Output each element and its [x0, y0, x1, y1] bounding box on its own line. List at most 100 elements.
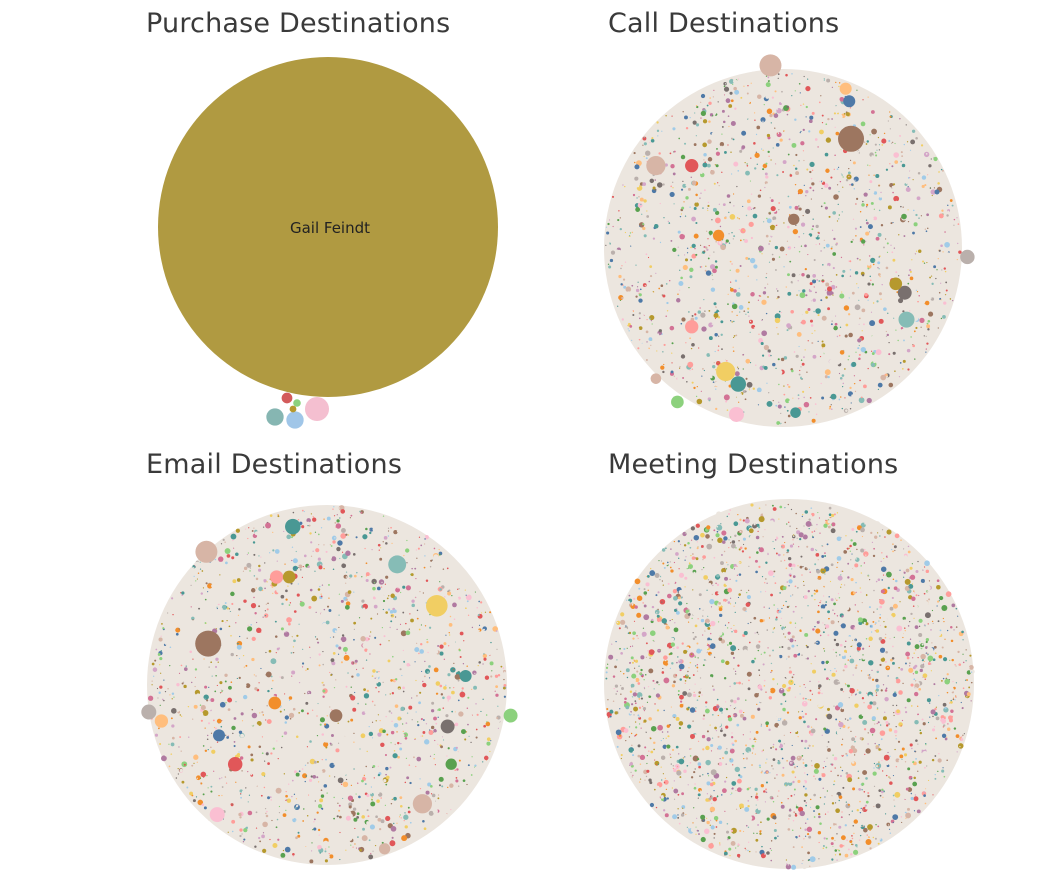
bubble — [207, 591, 209, 593]
bubble — [295, 836, 298, 840]
bubble — [635, 295, 638, 298]
bubble — [654, 215, 656, 218]
bubble — [848, 234, 851, 238]
bubble — [861, 308, 866, 313]
bubble — [937, 258, 939, 260]
bubble — [282, 849, 285, 852]
bubble — [244, 594, 249, 599]
bubble — [732, 138, 735, 141]
bubble — [738, 117, 740, 119]
bubble — [425, 548, 427, 550]
bubble — [448, 567, 450, 569]
bubble — [909, 270, 912, 273]
bubble — [275, 686, 278, 689]
bubble — [439, 651, 444, 656]
bubble — [868, 174, 870, 176]
bubble — [202, 587, 205, 589]
bubble — [840, 370, 844, 374]
bubble — [763, 96, 766, 98]
bubble — [691, 368, 694, 370]
bubble — [713, 302, 717, 306]
bubble — [798, 345, 800, 348]
bubble — [750, 82, 752, 84]
bubble — [321, 680, 323, 683]
bubble — [796, 222, 802, 228]
bubble — [757, 301, 759, 303]
bubble — [649, 178, 655, 184]
bubble — [160, 661, 162, 663]
bubble — [660, 292, 663, 295]
bubble — [405, 779, 408, 781]
bubble — [301, 768, 304, 770]
bubble — [245, 683, 251, 689]
bubble — [673, 223, 678, 228]
bubble — [213, 726, 216, 729]
bubble — [901, 213, 907, 220]
bubble — [761, 354, 765, 357]
bubble — [392, 715, 396, 718]
bubble — [941, 178, 944, 180]
bubble — [260, 790, 264, 794]
bubble — [338, 804, 341, 807]
bubble — [206, 738, 209, 741]
bubble — [274, 549, 280, 554]
bubble — [360, 733, 366, 739]
bubble — [329, 854, 334, 859]
bubble-gail-feindt — [158, 57, 498, 397]
bubble — [464, 685, 468, 689]
bubble — [783, 311, 785, 314]
bubble — [469, 690, 471, 692]
bubble — [362, 722, 366, 726]
bubble — [642, 226, 646, 231]
bubble — [695, 153, 697, 156]
bubble — [841, 291, 843, 293]
bubble — [756, 125, 761, 130]
bubble — [821, 340, 824, 343]
bubble — [284, 563, 286, 565]
bubble — [457, 566, 463, 571]
bubble — [729, 196, 732, 198]
bubble — [674, 316, 677, 319]
bubble — [662, 370, 665, 374]
bubble — [268, 737, 272, 742]
bubble — [832, 243, 835, 245]
bubble — [655, 272, 657, 274]
bubble — [385, 783, 388, 786]
bubble — [419, 706, 422, 708]
bubble — [207, 749, 209, 751]
bubble — [210, 698, 215, 703]
bubble — [262, 640, 264, 642]
bubble — [154, 659, 157, 662]
bubble — [777, 77, 779, 79]
bubble — [479, 596, 481, 598]
bubble — [366, 648, 373, 655]
bubble — [298, 682, 301, 684]
bubble — [739, 265, 742, 268]
bubble — [642, 136, 647, 141]
bubble — [416, 756, 422, 762]
bubble — [863, 323, 865, 326]
bubble — [803, 75, 805, 78]
bubble — [915, 326, 918, 330]
bubble — [809, 115, 814, 120]
bubble — [300, 781, 306, 787]
bubble — [669, 152, 672, 155]
bubble — [489, 661, 494, 666]
bubble — [177, 773, 179, 775]
bubble — [848, 355, 850, 357]
bubble — [406, 662, 410, 667]
bubble — [225, 782, 228, 784]
bubble — [394, 616, 397, 618]
bubble — [779, 226, 786, 232]
bubble — [371, 578, 377, 585]
bubble — [853, 382, 856, 385]
bubble — [499, 721, 503, 725]
bubble — [832, 374, 835, 376]
bubble — [680, 322, 683, 325]
bubble — [411, 724, 413, 726]
bubble — [859, 259, 861, 261]
bubble — [778, 208, 780, 211]
bubble — [790, 383, 795, 388]
bubble — [743, 229, 745, 232]
bubble — [737, 190, 739, 193]
